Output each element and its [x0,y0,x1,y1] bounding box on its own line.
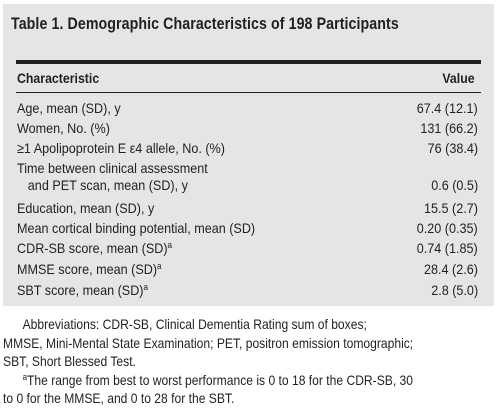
row-label-text: SBT score, mean (SD) [17,282,144,298]
row-label: CDR-SB score, mean (SD)a [17,240,172,257]
footnote-mark: a [167,240,173,250]
table-header-rule [16,92,481,93]
table-panel: Table 1. Demographic Characteristics of … [3,4,494,306]
abbreviations-line: SBT, Short Blessed Test. [3,354,136,369]
row-label: MMSE score, mean (SD)a [17,261,162,278]
footnote-line: to 0 for the MMSE, and 0 to 28 for the S… [3,391,235,406]
row-label-text: Women, No. (%) [17,120,110,136]
column-header-value: Value [442,70,475,86]
table-notes: Abbreviations: CDR-SB, Clinical Dementia… [3,316,494,409]
row-value: 28.4 (2.6) [424,261,478,277]
row-value: 0.20 (0.35) [417,220,478,236]
row-label-text: ≥1 Apolipoprotein E ε4 allele, No. (%) [17,140,225,156]
table-title: Table 1. Demographic Characteristics of … [11,15,399,33]
row-label-text: MMSE score, mean (SD) [17,261,158,277]
row-label-continuation: and PET scan, mean (SD), y [27,177,188,193]
row-label: Women, No. (%) [17,120,110,137]
row-label: Mean cortical binding potential, mean (S… [17,220,255,237]
row-value: 67.4 (12.1) [417,100,478,116]
footnote-mark: a [157,261,162,271]
row-label: ≥1 Apolipoprotein E ε4 allele, No. (%) [17,140,225,157]
row-label: Age, mean (SD), y [17,100,121,117]
row-value: 15.5 (2.7) [424,200,478,216]
abbreviations-line: MMSE, Mini-Mental State Examination; PET… [3,335,414,351]
row-value: 2.8 (5.0) [431,282,478,298]
row-label-text: CDR-SB score, mean (SD) [17,240,168,256]
footnote-text: The range from best to worst performance… [27,372,414,388]
row-value: 0.6 (0.5) [431,177,478,193]
row-label: Time between clinical assessment and PET … [17,160,208,194]
row-label: Education, mean (SD), y [17,200,154,217]
row-value: 131 (66.2) [420,120,478,136]
row-label-text: Education, mean (SD), y [17,200,155,216]
row-label-text: Age, mean (SD), y [17,100,121,116]
row-label-text: Time between clinical assessment [17,160,208,176]
abbreviations-line: Abbreviations: CDR-SB, Clinical Dementia… [22,317,367,332]
row-label: SBT score, mean (SD)a [17,282,148,299]
footnote-line: aThe range from best to worst performanc… [3,372,440,391]
row-value: 0.74 (1.85) [417,240,478,256]
table-top-rule [16,60,481,64]
row-label-text: Mean cortical binding potential, mean (S… [17,220,256,236]
column-header-characteristic: Characteristic [17,70,100,86]
footnote-mark: a [143,282,149,292]
footnote-mark: a [22,371,28,382]
row-value: 76 (38.4) [427,140,478,156]
